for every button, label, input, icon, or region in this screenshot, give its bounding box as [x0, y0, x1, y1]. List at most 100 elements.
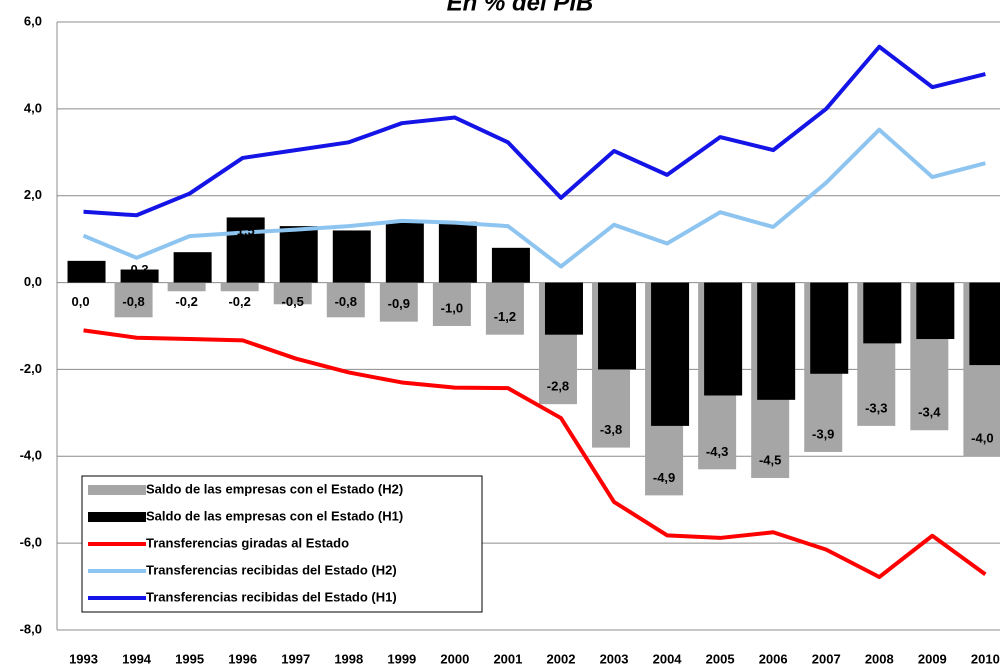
x-tick-label: 2009	[918, 651, 947, 666]
y-tick-label: -2,0	[20, 361, 42, 376]
value-label: -1,3	[924, 314, 946, 329]
legend-label: Transferencias recibidas del Estado (H1)	[146, 589, 397, 604]
value-label: -1,2	[494, 309, 516, 324]
x-tick-label: 2007	[812, 651, 841, 666]
legend-label: Transferencias giradas al Estado	[146, 535, 349, 550]
bar	[220, 282, 259, 292]
line	[83, 328, 987, 580]
x-tick-label: 2001	[493, 651, 522, 666]
bar	[916, 282, 955, 340]
x-tick-label: 2000	[440, 651, 469, 666]
value-label: -3,3	[659, 401, 681, 416]
bar	[598, 282, 637, 370]
value-label: 0,3	[131, 262, 149, 277]
value-label: -0,2	[175, 294, 197, 309]
y-tick-label: -8,0	[20, 621, 42, 636]
value-label: -1,2	[553, 310, 575, 325]
x-tick-label: 1994	[122, 651, 152, 666]
x-tick-label: 2002	[547, 651, 576, 666]
y-tick-label: 4,0	[24, 100, 42, 115]
x-tick-label: 2005	[706, 651, 735, 666]
value-label: 1,4	[396, 227, 415, 242]
legend-label: Saldo de las empresas con el Estado (H1)	[146, 508, 403, 523]
bar	[67, 260, 106, 283]
value-label: 1,5	[237, 223, 255, 238]
value-label: -2,8	[547, 379, 569, 394]
value-label: 0,0	[71, 294, 89, 309]
x-tick-label: 2010	[971, 651, 1000, 666]
bar	[226, 217, 265, 283]
x-tick-label: 2004	[653, 651, 683, 666]
bar	[810, 282, 849, 374]
chart-title: En % del PIB	[447, 0, 594, 16]
legend-swatch	[88, 485, 146, 495]
y-tick-label: 6,0	[24, 13, 42, 28]
bar	[438, 221, 477, 283]
value-label: -1,4	[871, 319, 894, 334]
value-label: 0,7	[184, 258, 202, 273]
bar	[969, 282, 1000, 366]
x-tick-label: 1995	[175, 651, 204, 666]
value-label: -3,8	[600, 422, 622, 437]
value-label: -3,3	[865, 400, 887, 415]
value-label: 1,4	[449, 227, 468, 242]
x-tick-label: 1999	[387, 651, 416, 666]
bar	[273, 282, 312, 305]
legend-label: Saldo de las empresas con el Estado (H2)	[146, 481, 403, 496]
x-tick-label: 1993	[69, 651, 98, 666]
value-label: -4,9	[653, 470, 675, 485]
value-label: -4,0	[971, 431, 993, 446]
value-label: -0,9	[388, 296, 410, 311]
y-tick-label: 0,0	[24, 274, 42, 289]
bar	[279, 226, 318, 283]
y-tick-label: 2,0	[24, 187, 42, 202]
legend-box	[81, 475, 483, 613]
value-label: -2,1	[818, 349, 840, 364]
value-label: -0,8	[335, 294, 357, 309]
legend-label: Transferencias recibidas del Estado (H2)	[146, 562, 397, 577]
bar	[326, 282, 365, 318]
bar	[651, 282, 690, 426]
bar	[544, 282, 583, 335]
x-tick-label: 1996	[228, 651, 257, 666]
value-label: -0,5	[282, 294, 304, 309]
bar	[432, 282, 471, 326]
x-tick-label: 1998	[334, 651, 363, 666]
legend-swatch	[88, 512, 146, 522]
x-tick-label: 2003	[600, 651, 629, 666]
line	[82, 127, 986, 269]
value-label: 0,8	[502, 253, 520, 268]
value-label: 0,5	[77, 262, 95, 277]
value-label: -1,0	[441, 300, 463, 315]
value-label: -0,8	[122, 294, 144, 309]
bar	[863, 282, 902, 344]
value-label: -1,9	[977, 341, 999, 356]
line	[83, 44, 986, 218]
x-tick-label: 2008	[865, 651, 894, 666]
value-label: -4,5	[759, 452, 781, 467]
y-tick-label: -4,0	[20, 448, 42, 463]
value-label: -2,0	[606, 345, 628, 360]
value-label: -2,6	[712, 371, 734, 386]
value-label: -2,7	[765, 375, 787, 390]
bar	[485, 282, 524, 335]
bar	[120, 269, 159, 283]
bar	[704, 282, 743, 396]
y-tick-label: -6,0	[20, 535, 42, 550]
value-label: -3,4	[918, 405, 941, 420]
value-label: 1,3	[290, 232, 308, 247]
x-tick-label: 1997	[281, 651, 310, 666]
bar	[385, 221, 424, 283]
bar	[167, 282, 206, 292]
value-label: -3,9	[812, 426, 834, 441]
bar	[379, 282, 418, 322]
bar	[491, 247, 530, 283]
bar	[332, 230, 371, 283]
bar	[757, 282, 796, 400]
x-tick-label: 2006	[759, 651, 788, 666]
bar	[173, 252, 212, 283]
bar	[114, 282, 153, 318]
value-label: -0,2	[228, 294, 250, 309]
